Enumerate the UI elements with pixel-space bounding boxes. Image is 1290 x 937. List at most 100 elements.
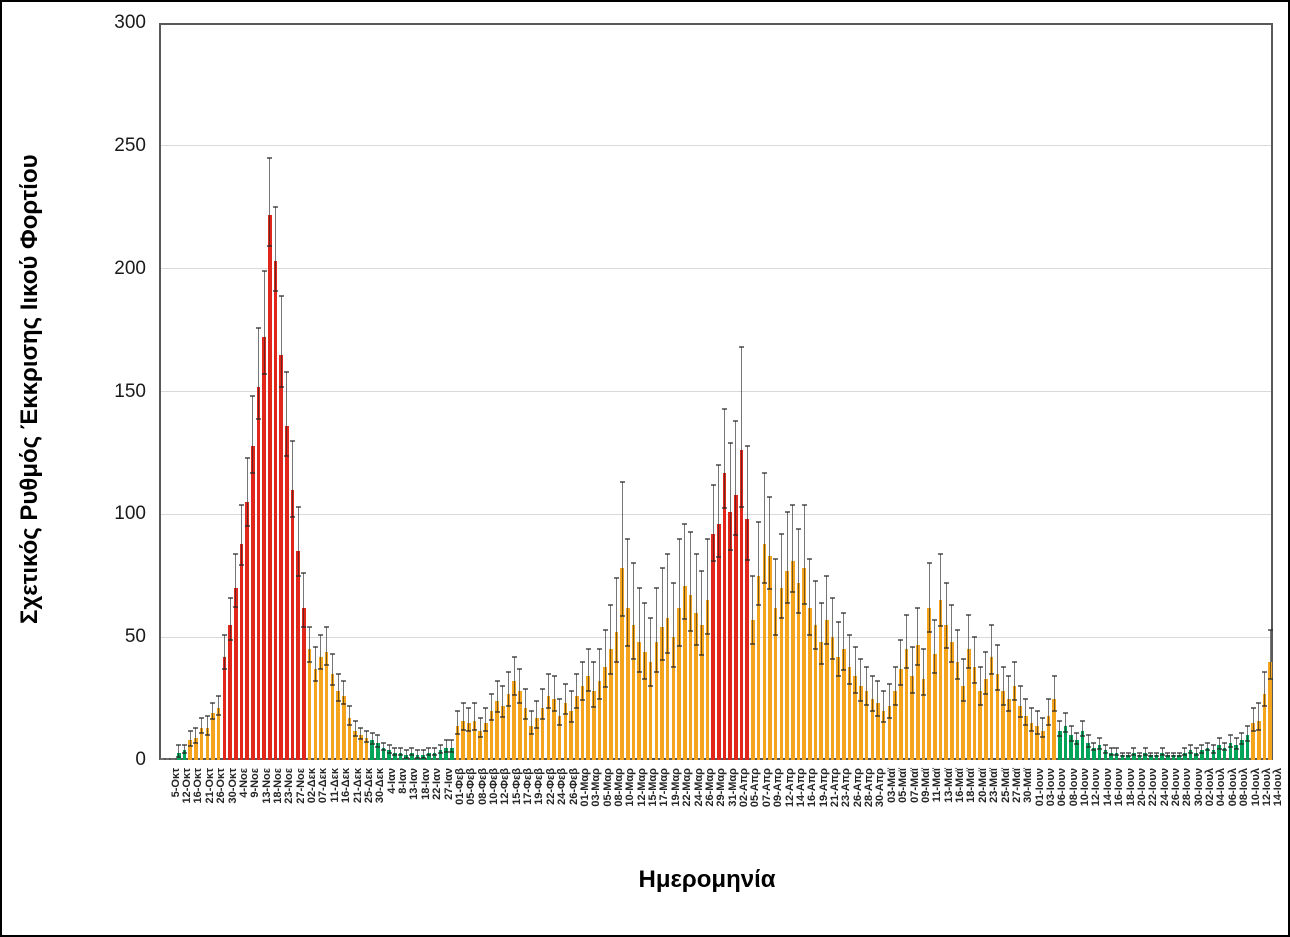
bar [933, 654, 937, 760]
x-tick-label: 24-Φεβ [556, 768, 569, 805]
bar [364, 737, 369, 760]
error-bar-cap-high [238, 503, 244, 506]
error-bar-cap-low [568, 720, 574, 723]
error-bar-cap-high [551, 675, 557, 678]
bar [620, 568, 624, 760]
error-bar-cap-high [187, 729, 193, 732]
x-tick-label: 23-Νοε [283, 768, 296, 804]
bar [1023, 715, 1028, 760]
error-bar-line [468, 708, 470, 732]
error-bar-cap-low [221, 667, 227, 670]
error-bar-cap-high [722, 407, 728, 410]
error-bar-cap-low [983, 692, 989, 695]
x-tick-label: 22-Ιαν [431, 768, 444, 800]
error-bar-cap-high [773, 557, 779, 560]
error-bar-cap-high [682, 523, 688, 526]
error-bar-cap-low [1108, 754, 1114, 757]
bar [347, 718, 352, 760]
error-bar-cap-high [352, 719, 358, 722]
error-bar-cap-high [1193, 746, 1199, 749]
error-bar-cap-high [767, 496, 773, 499]
error-bar-line [240, 504, 242, 566]
error-bar-line [553, 676, 555, 711]
error-bar-cap-high [750, 574, 756, 577]
error-bar-cap-high [335, 673, 341, 676]
bar [950, 642, 954, 760]
error-bar-cap-high [1239, 731, 1245, 734]
bar [671, 637, 676, 760]
error-bar-cap-low [875, 714, 881, 717]
error-bar-cap-low [1153, 755, 1159, 758]
x-tick-label: 13-Μαϊ [942, 768, 955, 803]
error-bar-cap-high [989, 623, 995, 626]
error-bar-cap-high [790, 503, 796, 506]
error-bar-cap-high [398, 746, 404, 749]
error-bar-cap-low [227, 638, 233, 641]
error-bar-cap-low [824, 643, 830, 646]
x-tick-label: 05-Μαρ [601, 768, 614, 807]
bar [756, 575, 761, 760]
bar [222, 656, 227, 760]
error-bar-line [627, 538, 629, 646]
error-bar-line [888, 683, 890, 719]
x-tick-label: 25-Μαϊ [999, 768, 1012, 803]
error-bar-cap-low [818, 662, 824, 665]
error-bar-cap-low [290, 515, 296, 518]
error-bar-cap-high [409, 746, 415, 749]
x-tick-label: 14-Ιουλ [1272, 768, 1285, 807]
error-bar-line [587, 649, 589, 692]
error-bar-line [866, 666, 868, 705]
error-bar-cap-low [1267, 678, 1273, 681]
error-bar-line [752, 575, 754, 645]
bar [597, 681, 602, 760]
error-bar-cap-low [346, 723, 352, 726]
error-bar-line [1076, 732, 1078, 745]
error-bar-cap-low [1034, 732, 1040, 735]
error-bar-line [383, 742, 384, 751]
bar [694, 612, 698, 760]
error-bar-line [769, 497, 771, 589]
x-tick-label: 06-Ιουν [1056, 768, 1069, 807]
error-bar-line [1030, 708, 1032, 732]
gridline [161, 145, 1271, 147]
error-bar-cap-low [318, 667, 324, 670]
error-bar-line [638, 588, 640, 672]
error-bar-cap-low [528, 732, 534, 735]
bar [1097, 745, 1102, 760]
error-bar-line [928, 563, 930, 632]
bar [853, 676, 858, 760]
error-bar-line [1099, 737, 1101, 750]
bar [887, 705, 892, 760]
error-bar-line [292, 440, 294, 517]
error-bar-line [1190, 745, 1192, 753]
error-bar-cap-high [926, 562, 932, 565]
bar [211, 713, 215, 760]
error-bar-cap-low [619, 614, 625, 617]
error-bar-cap-low [1017, 715, 1023, 718]
error-bar-cap-high [1267, 628, 1273, 631]
error-bar-line [1087, 735, 1089, 747]
error-bar-cap-low [1261, 704, 1267, 707]
error-bar-cap-high [233, 552, 239, 555]
error-bar-line [650, 617, 652, 687]
bar [381, 747, 386, 760]
error-bar-cap-high [909, 645, 915, 648]
bar [1268, 661, 1272, 760]
error-bar-cap-low [761, 581, 767, 584]
error-bar-cap-low [1119, 755, 1125, 758]
error-bar-cap-low [773, 633, 779, 636]
error-bar-line [303, 573, 305, 627]
error-bar-cap-high [949, 604, 955, 607]
error-bar-line [331, 654, 333, 685]
bar [807, 607, 812, 760]
error-bar-cap-high [295, 505, 301, 508]
error-bar-line [849, 634, 851, 685]
error-bar-line [1207, 742, 1209, 751]
bar [341, 696, 346, 760]
x-tick-label: 16-Ιουν [1113, 768, 1126, 807]
bar [1245, 735, 1250, 760]
error-bar-line [604, 629, 606, 687]
x-tick-label: 28-Ιουν [1181, 768, 1194, 807]
error-bar-line [860, 659, 862, 702]
error-bar-cap-high [591, 660, 597, 663]
